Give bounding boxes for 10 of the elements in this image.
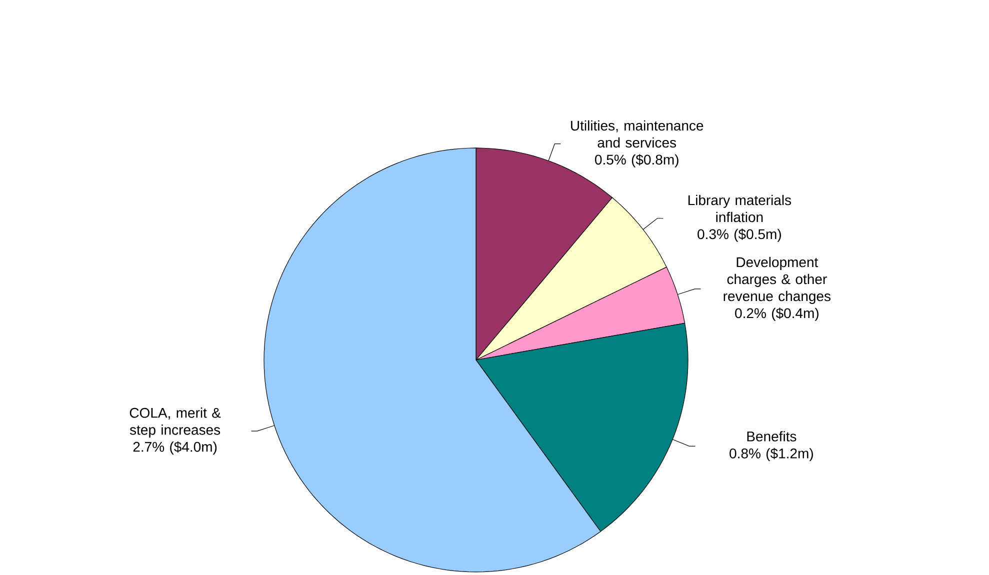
- slice-label: COLA, merit & step increases: [130, 408, 221, 438]
- slice-label: Utilities, maintenance and services: [571, 120, 704, 148]
- data-label: 0.5% ($0.8m): [595, 154, 678, 168]
- data-label: 0.3% ($0.5m): [698, 228, 781, 242]
- slice-label: Development charges & other revenue changes: [724, 256, 831, 304]
- slice-label: Benefits: [747, 431, 796, 442]
- data-label: 0.8% ($1.2m): [730, 448, 813, 462]
- data-label: 2.7% ($4.0m): [133, 441, 217, 455]
- data-label: 0.2% ($0.4m): [735, 308, 818, 321]
- slice-label: Library materials inflation: [688, 194, 792, 222]
